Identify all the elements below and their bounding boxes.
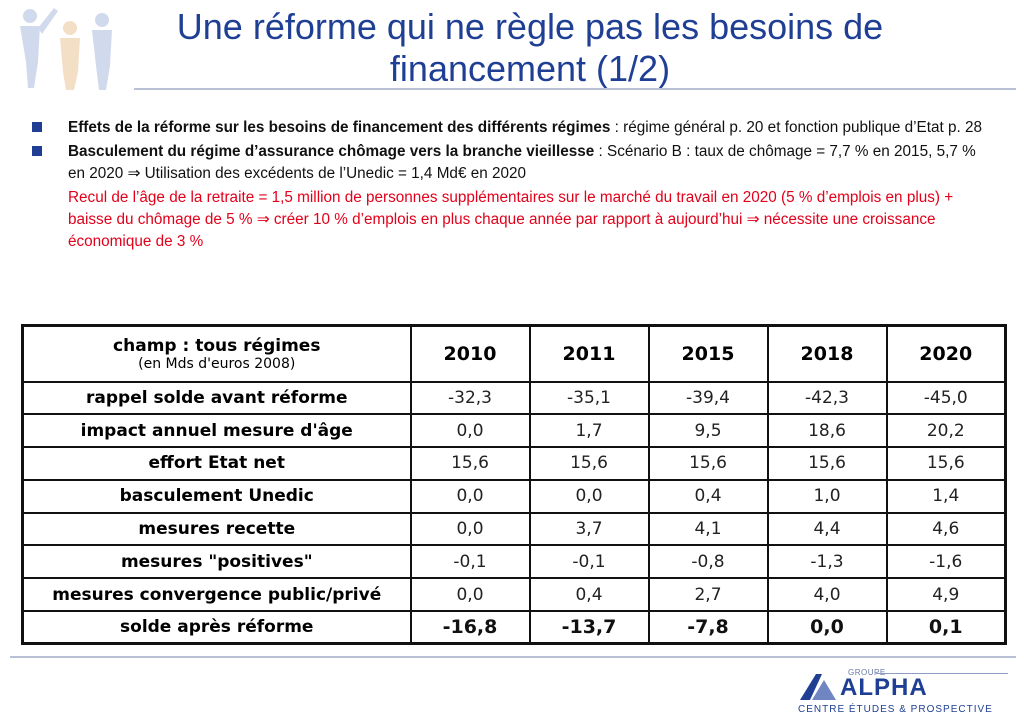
row-label: mesures convergence public/privé (21, 577, 412, 613)
bullet-item: Effets de la réforme sur les besoins de … (28, 117, 988, 139)
financing-table: champ : tous régimes (en Mds d'euros 200… (21, 324, 1007, 646)
cell-value: 2,7 (647, 577, 769, 613)
cell-value: 4,9 (885, 577, 1007, 613)
cell-value: 1,4 (885, 478, 1007, 514)
table-row: mesures recette 0,0 3,7 4,1 4,4 4,6 (21, 511, 1007, 547)
square-bullet-icon (32, 146, 42, 156)
year-header: 2010 (409, 324, 531, 383)
table-row: impact annuel mesure d'âge 0,0 1,7 9,5 18,6 2… (21, 413, 1007, 449)
logo-line (876, 673, 1008, 674)
row-label: rappel solde avant réforme (21, 380, 412, 416)
table-row: mesures convergence public/privé 0,0 0,4 2,… (21, 577, 1007, 613)
logo-groupe-text: GROUPE (848, 668, 886, 677)
cell-value: 0,0 (409, 511, 531, 547)
cell-value: 0,0 (528, 478, 650, 514)
cell-value: -7,8 (647, 610, 769, 645)
cell-value: -42,3 (766, 380, 888, 416)
table-row: rappel solde avant réforme -32,3 -35,1 -39,… (21, 380, 1007, 416)
cell-value: -35,1 (528, 380, 650, 416)
table-header-label: champ : tous régimes (en Mds d'euros 200… (21, 324, 412, 383)
bullet-item: Basculement du régime d’assurance chômag… (28, 141, 988, 185)
cell-value: 18,6 (766, 413, 888, 449)
cell-value: 4,6 (885, 511, 1007, 547)
logo-name: ALPHA (840, 674, 928, 701)
cell-value: 15,6 (409, 446, 531, 481)
table-row: effort Etat net 15,6 15,6 15,6 15,6 15,6 (21, 446, 1007, 481)
bullet-text: : régime général p. 20 et fonction publi… (610, 119, 982, 136)
cell-value: 0,0 (409, 478, 531, 514)
bullet-list: Effets de la réforme sur les besoins de … (28, 117, 988, 253)
cell-value: 1,7 (528, 413, 650, 449)
cell-value: 0,1 (885, 610, 1007, 645)
cell-value: 15,6 (528, 446, 650, 481)
cell-value: 3,7 (528, 511, 650, 547)
cell-value: 0,0 (409, 413, 531, 449)
cell-value: -1,3 (766, 544, 888, 580)
cell-value: 0,0 (766, 610, 888, 645)
cell-value: -45,0 (885, 380, 1007, 416)
slide-title: Une réforme qui ne règle pas les besoins… (176, 6, 884, 89)
header-label-main: champ : tous régimes (113, 335, 321, 356)
row-label: mesures recette (21, 511, 412, 547)
table-row: mesures "positives" -0,1 -0,1 -0,8 -1,3 -1,6 (21, 544, 1007, 580)
alpha-logo: GROUPE ALPHA CENTRE ÉTUDES & PROSPECTIVE (796, 668, 1016, 718)
header-label-unit: (en Mds d'euros 2008) (138, 355, 296, 372)
logo-tagline: CENTRE ÉTUDES & PROSPECTIVE (798, 704, 993, 715)
cell-value: 4,4 (766, 511, 888, 547)
table-row: basculement Unedic 0,0 0,0 0,4 1,0 1,4 (21, 478, 1007, 514)
table-header-row: champ : tous régimes (en Mds d'euros 200… (21, 324, 1007, 383)
alpha-mark-icon (800, 674, 836, 700)
row-label: basculement Unedic (21, 478, 412, 514)
row-label: mesures "positives" (21, 544, 412, 580)
footer-divider (10, 656, 1016, 658)
cell-value: -39,4 (647, 380, 769, 416)
cell-value: -13,7 (528, 610, 650, 645)
people-figures-icon (20, 8, 112, 90)
bullet-bold-text: Effets de la réforme sur les besoins de … (68, 119, 611, 136)
cell-value: 1,0 (766, 478, 888, 514)
year-header: 2011 (528, 324, 650, 383)
cell-value: 4,1 (647, 511, 769, 547)
bullet-bold-text: Basculement du régime d’assurance chômag… (68, 143, 595, 160)
title-divider (134, 88, 1016, 90)
bullet-text: : Scénario B : taux de chômage = 7,7 % e… (68, 143, 976, 182)
year-header: 2015 (647, 324, 769, 383)
cell-value: -0,1 (528, 544, 650, 580)
cell-value: 15,6 (647, 446, 769, 481)
year-header: 2020 (885, 324, 1007, 383)
cell-value: -0,8 (647, 544, 769, 580)
cell-value: -32,3 (409, 380, 531, 416)
cell-value: 9,5 (647, 413, 769, 449)
cell-value: 4,0 (766, 577, 888, 613)
row-label: impact annuel mesure d'âge (21, 413, 412, 449)
row-label: solde après réforme (21, 610, 412, 645)
cell-value: 15,6 (885, 446, 1007, 481)
cell-value: -0,1 (409, 544, 531, 580)
year-header: 2018 (766, 324, 888, 383)
cell-value: 15,6 (766, 446, 888, 481)
cell-value: -16,8 (409, 610, 531, 645)
cell-value: 0,0 (409, 577, 531, 613)
table-row: solde après réforme -16,8 -13,7 -7,8 0,0 0,1 (21, 610, 1007, 645)
cell-value: 0,4 (647, 478, 769, 514)
row-label: effort Etat net (21, 446, 412, 481)
cell-value: 0,4 (528, 577, 650, 613)
cell-value: 20,2 (885, 413, 1007, 449)
square-bullet-icon (32, 122, 42, 132)
red-note: Recul de l’âge de la retraite = 1,5 mill… (68, 189, 954, 250)
cell-value: -1,6 (885, 544, 1007, 580)
